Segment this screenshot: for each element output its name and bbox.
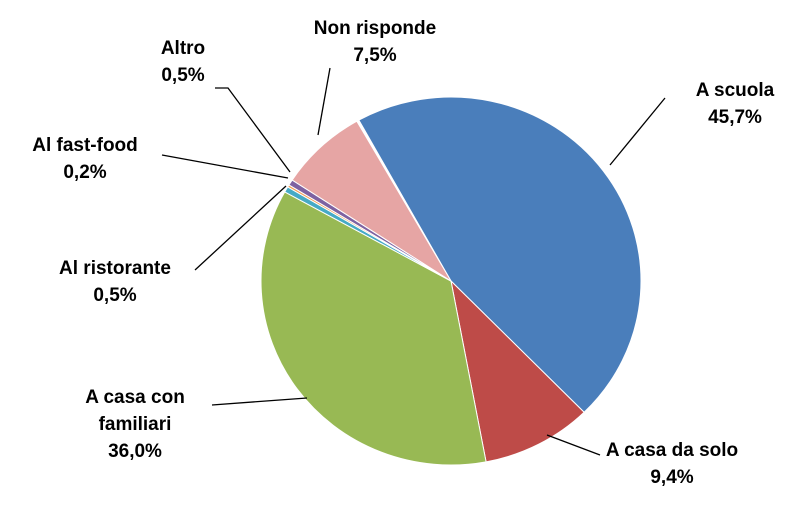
- category-label: Al fast-food: [32, 135, 138, 156]
- value-label: 0,5%: [161, 65, 205, 86]
- value-label: 0,2%: [63, 162, 107, 183]
- category-label: A casa con familiari: [85, 387, 185, 435]
- slice-label: A casa da solo 9,4%: [597, 437, 747, 491]
- leader-line: [317, 67, 331, 136]
- pie-slice: [291, 120, 452, 282]
- slice-label: A casa con familiari 36,0%: [50, 384, 220, 465]
- category-label: Al ristorante: [59, 258, 171, 279]
- slice-label: Altro 0,5%: [133, 35, 233, 89]
- leader-line: [161, 154, 289, 179]
- slice-label: A scuola 45,7%: [665, 77, 793, 131]
- value-label: 0,5%: [93, 285, 137, 306]
- pie-slice: [260, 191, 487, 466]
- category-label: A scuola: [695, 80, 775, 101]
- leader-line: [609, 97, 666, 166]
- pie-slice: [358, 96, 642, 413]
- category-label: Altro: [160, 38, 206, 59]
- category-label: A casa da solo: [605, 440, 739, 461]
- value-label: 7,5%: [353, 45, 397, 66]
- pie-slice: [450, 279, 585, 463]
- slice-label: Al fast-food 0,2%: [0, 132, 175, 186]
- leader-line: [546, 434, 601, 456]
- slices: [260, 96, 642, 466]
- leader-line: [215, 87, 291, 173]
- slice-label: Non risponde 7,5%: [275, 15, 475, 69]
- slice-label: Al ristorante 0,5%: [20, 255, 210, 309]
- value-label: 36,0%: [108, 441, 162, 462]
- category-label: Non risponde: [313, 18, 437, 39]
- value-label: 9,4%: [650, 467, 694, 488]
- leader-line: [211, 397, 308, 406]
- leader-line: [194, 185, 287, 271]
- value-label: 45,7%: [708, 107, 762, 128]
- leader-lines: [161, 67, 666, 456]
